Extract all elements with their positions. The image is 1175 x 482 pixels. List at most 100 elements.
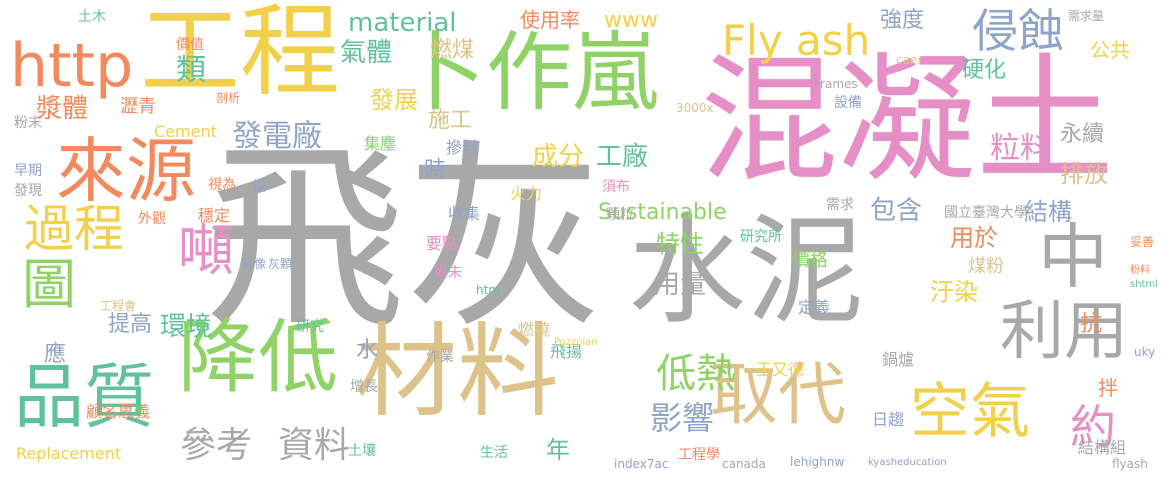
word: flyash [1112,457,1148,471]
word: 煤粉 [968,256,1004,277]
word: 用於 [950,224,998,252]
word: 取代 [710,356,847,435]
word: 瀝青 [120,96,156,117]
word: 參考 [180,425,253,466]
word: 要點 [426,234,459,253]
word: 土壤 [348,443,376,459]
word: 中 [1038,216,1108,298]
word: Pozzolan [554,337,598,348]
word: Replacement [16,444,122,463]
word: 顧名思義 [86,402,151,421]
word: 公共 [1090,38,1130,62]
word: 設備 [834,95,862,111]
word: 燃煤 [430,38,475,63]
word: 特性 [656,230,704,258]
word: 研究 [296,319,324,335]
word: uky [1134,345,1156,359]
word: 資料 [278,425,351,466]
word: 工程 [140,0,340,110]
word: 來源 [56,130,196,212]
word: index7ac [614,457,669,471]
word: 鍋爐 [882,350,915,369]
word: 品質 [14,356,154,438]
word: 早期 [14,163,42,179]
word: 侵蝕 [972,4,1064,58]
word: 強度 [880,8,925,33]
word: 土木 [78,9,106,25]
word: 抗 [1080,312,1103,337]
word: 環境 [160,312,213,342]
word: 指 [252,179,266,195]
word: 用量 [654,270,707,300]
word: 飛揚 [550,342,583,361]
word: 火力 [510,184,543,203]
word: 類 [176,53,206,88]
word: 過程 [24,200,124,258]
word: http [10,31,134,101]
word: 粒料 [990,131,1050,166]
word: caer [896,53,923,67]
word: Cement [154,122,217,141]
word: 施工 [428,108,473,133]
word: 時 [424,158,447,183]
word: 收集 [448,204,481,223]
word: 須布 [602,179,630,195]
word: www [604,8,658,33]
word: 約 [1070,400,1116,454]
word: 結構 [1024,198,1072,226]
word: 3000x [676,101,714,115]
word: 汙染 [930,278,978,306]
word: 王又德 [756,360,805,379]
word: 影響 [650,399,715,437]
word: 發展 [370,86,418,114]
word: 需求 [826,197,854,213]
word: 粉料 [1130,265,1150,276]
word: kyasheducation [868,457,947,468]
word: 水 [356,338,379,363]
word: 影像 [242,257,267,271]
word: 混凝土 [700,40,1115,201]
word: canada [722,457,766,471]
word: 包含 [870,196,923,226]
word: 漿體 [36,94,89,124]
word: 空氣 [910,377,1030,447]
word: shtml [1130,279,1158,290]
word: 顆粒 [606,207,634,223]
word: material [348,8,457,38]
word: 低熱 [656,351,736,397]
word: 視為 [208,177,236,193]
word: 作業 [426,349,454,365]
word: htm [476,283,500,297]
word: 研究所 [740,229,782,245]
word: 國立臺灣大學 [944,205,1028,221]
word: 灰顆 [268,257,293,271]
word: 粉末 [14,115,42,131]
word: 集塵 [364,134,397,153]
word: 工程會 [100,299,137,313]
word: lehighnw [790,455,845,469]
word: 妥善 [1130,235,1155,249]
word: 氣體 [340,38,393,68]
word: 穩定 [198,206,231,225]
word: 剖析 [216,91,241,105]
word: 噸 [178,219,234,284]
word: 成分 [532,142,585,172]
word: Fly ash [722,16,871,65]
word: 降低 [178,311,338,404]
word: 價格 [792,250,828,271]
word: 摻料 [446,138,479,157]
word: 工廠 [596,142,649,172]
word: 應 [44,342,67,367]
word: 需求量 [1068,9,1105,23]
word: 卜作嵐 [400,23,658,123]
word: 圖 [22,253,76,316]
word: 燃燒 [518,320,551,339]
word: 定義 [798,298,831,317]
word: 年 [546,436,570,464]
word: 使用率 [520,8,580,32]
word: 發電廠 [232,119,322,154]
word: Frames [814,77,858,91]
word: 結構組 [1078,438,1127,457]
word: 提高 [108,312,153,337]
